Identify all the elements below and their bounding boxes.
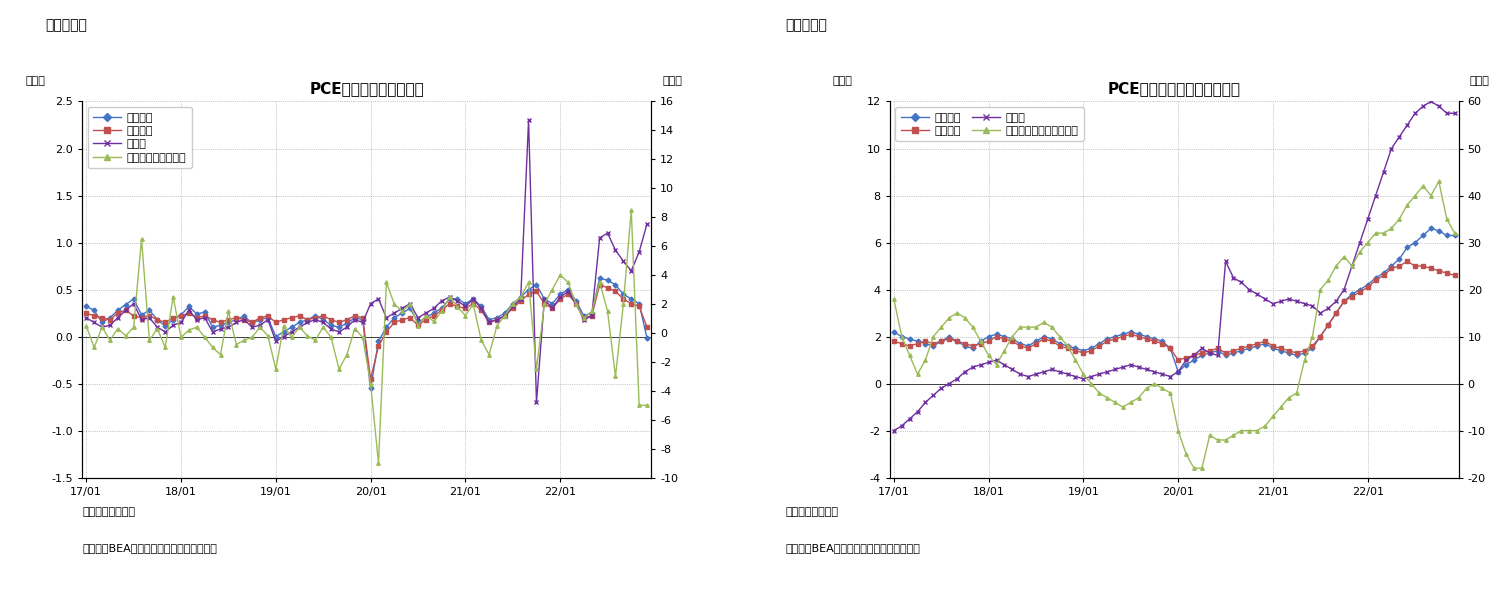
- Text: （資料）BEAよりニッセイ基礎研究所作成: （資料）BEAよりニッセイ基礎研究所作成: [82, 543, 217, 553]
- Text: （％）: （％）: [833, 76, 853, 87]
- Text: （％）: （％）: [663, 76, 682, 87]
- Legend: 総合指数, コア指数, 食料品, エネルギー（右軸）: 総合指数, コア指数, 食料品, エネルギー（右軸）: [88, 107, 191, 168]
- Text: （注）季節調整済: （注）季節調整済: [82, 507, 135, 518]
- Text: （注）季節調整済: （注）季節調整済: [785, 507, 838, 518]
- Text: （図表６）: （図表６）: [45, 18, 87, 32]
- Title: PCE価格指数（前月比）: PCE価格指数（前月比）: [310, 81, 423, 96]
- Text: （図表７）: （図表７）: [785, 18, 827, 32]
- Text: （％）: （％）: [1471, 76, 1490, 87]
- Text: （％）: （％）: [25, 76, 45, 87]
- Legend: 総合指数, コア指数, 食料品, エネルギー関連（右軸）: 総合指数, コア指数, 食料品, エネルギー関連（右軸）: [896, 107, 1083, 141]
- Text: （資料）BEAよりニッセイ基礎研究所作成: （資料）BEAよりニッセイ基礎研究所作成: [785, 543, 920, 553]
- Title: PCE価格指数（前年同月比）: PCE価格指数（前年同月比）: [1107, 81, 1240, 96]
